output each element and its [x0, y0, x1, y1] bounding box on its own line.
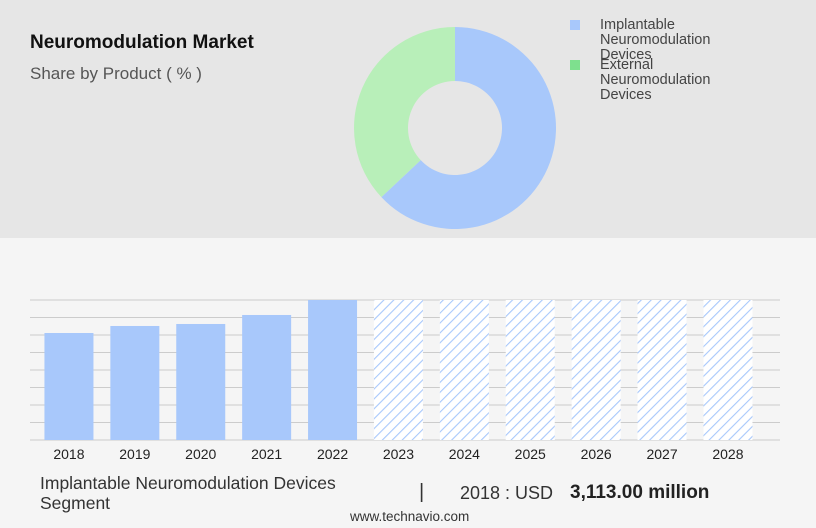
x-tick-label: 2028 [712, 446, 743, 462]
x-tick-label: 2026 [581, 446, 612, 462]
segment-label: Implantable Neuromodulation Devices Segm… [40, 473, 336, 513]
forecast-bar [505, 300, 555, 440]
forecast-bar [703, 300, 753, 440]
bar [308, 300, 358, 440]
forecast-bar [373, 300, 423, 440]
source: www.technavio.com [350, 509, 470, 524]
bar-chart: 2018 2019 2020 2021 2022 2023 2024 2025 2026 2027… [30, 299, 780, 462]
donut-chart [354, 27, 556, 229]
x-tick-label: 2025 [515, 446, 546, 462]
year-label: 2018 : USD [460, 483, 554, 503]
x-tick-label: 2027 [646, 446, 677, 462]
x-tick-label: 2024 [449, 446, 480, 462]
pie-slice [354, 27, 455, 198]
legend-label: External Neuromodulation Devices [600, 57, 711, 103]
legend-label: Implantable Neuromodulation Devices [600, 17, 711, 63]
pie-slice [381, 27, 556, 229]
bar [242, 314, 292, 440]
bar [110, 325, 160, 440]
x-tick-label: 2020 [185, 446, 216, 462]
bar [176, 323, 226, 440]
chart-subtitle: Share by Product ( % ) [30, 64, 202, 83]
forecast-bar [637, 300, 687, 440]
x-tick-label: 2019 [119, 446, 150, 462]
chart-title: Neuromodulation Market [30, 32, 254, 53]
x-tick-label: 2022 [317, 446, 348, 462]
x-tick-label: 2023 [383, 446, 414, 462]
separator: | [419, 481, 425, 503]
legend-marker [570, 20, 580, 30]
amount: 3,113.00 million [570, 482, 710, 503]
x-tick-label: 2021 [251, 446, 282, 462]
forecast-bar [439, 300, 489, 440]
x-tick-label: 2018 [53, 446, 84, 462]
forecast-bar [571, 300, 621, 440]
bar [44, 332, 94, 440]
legend-marker [570, 60, 580, 70]
